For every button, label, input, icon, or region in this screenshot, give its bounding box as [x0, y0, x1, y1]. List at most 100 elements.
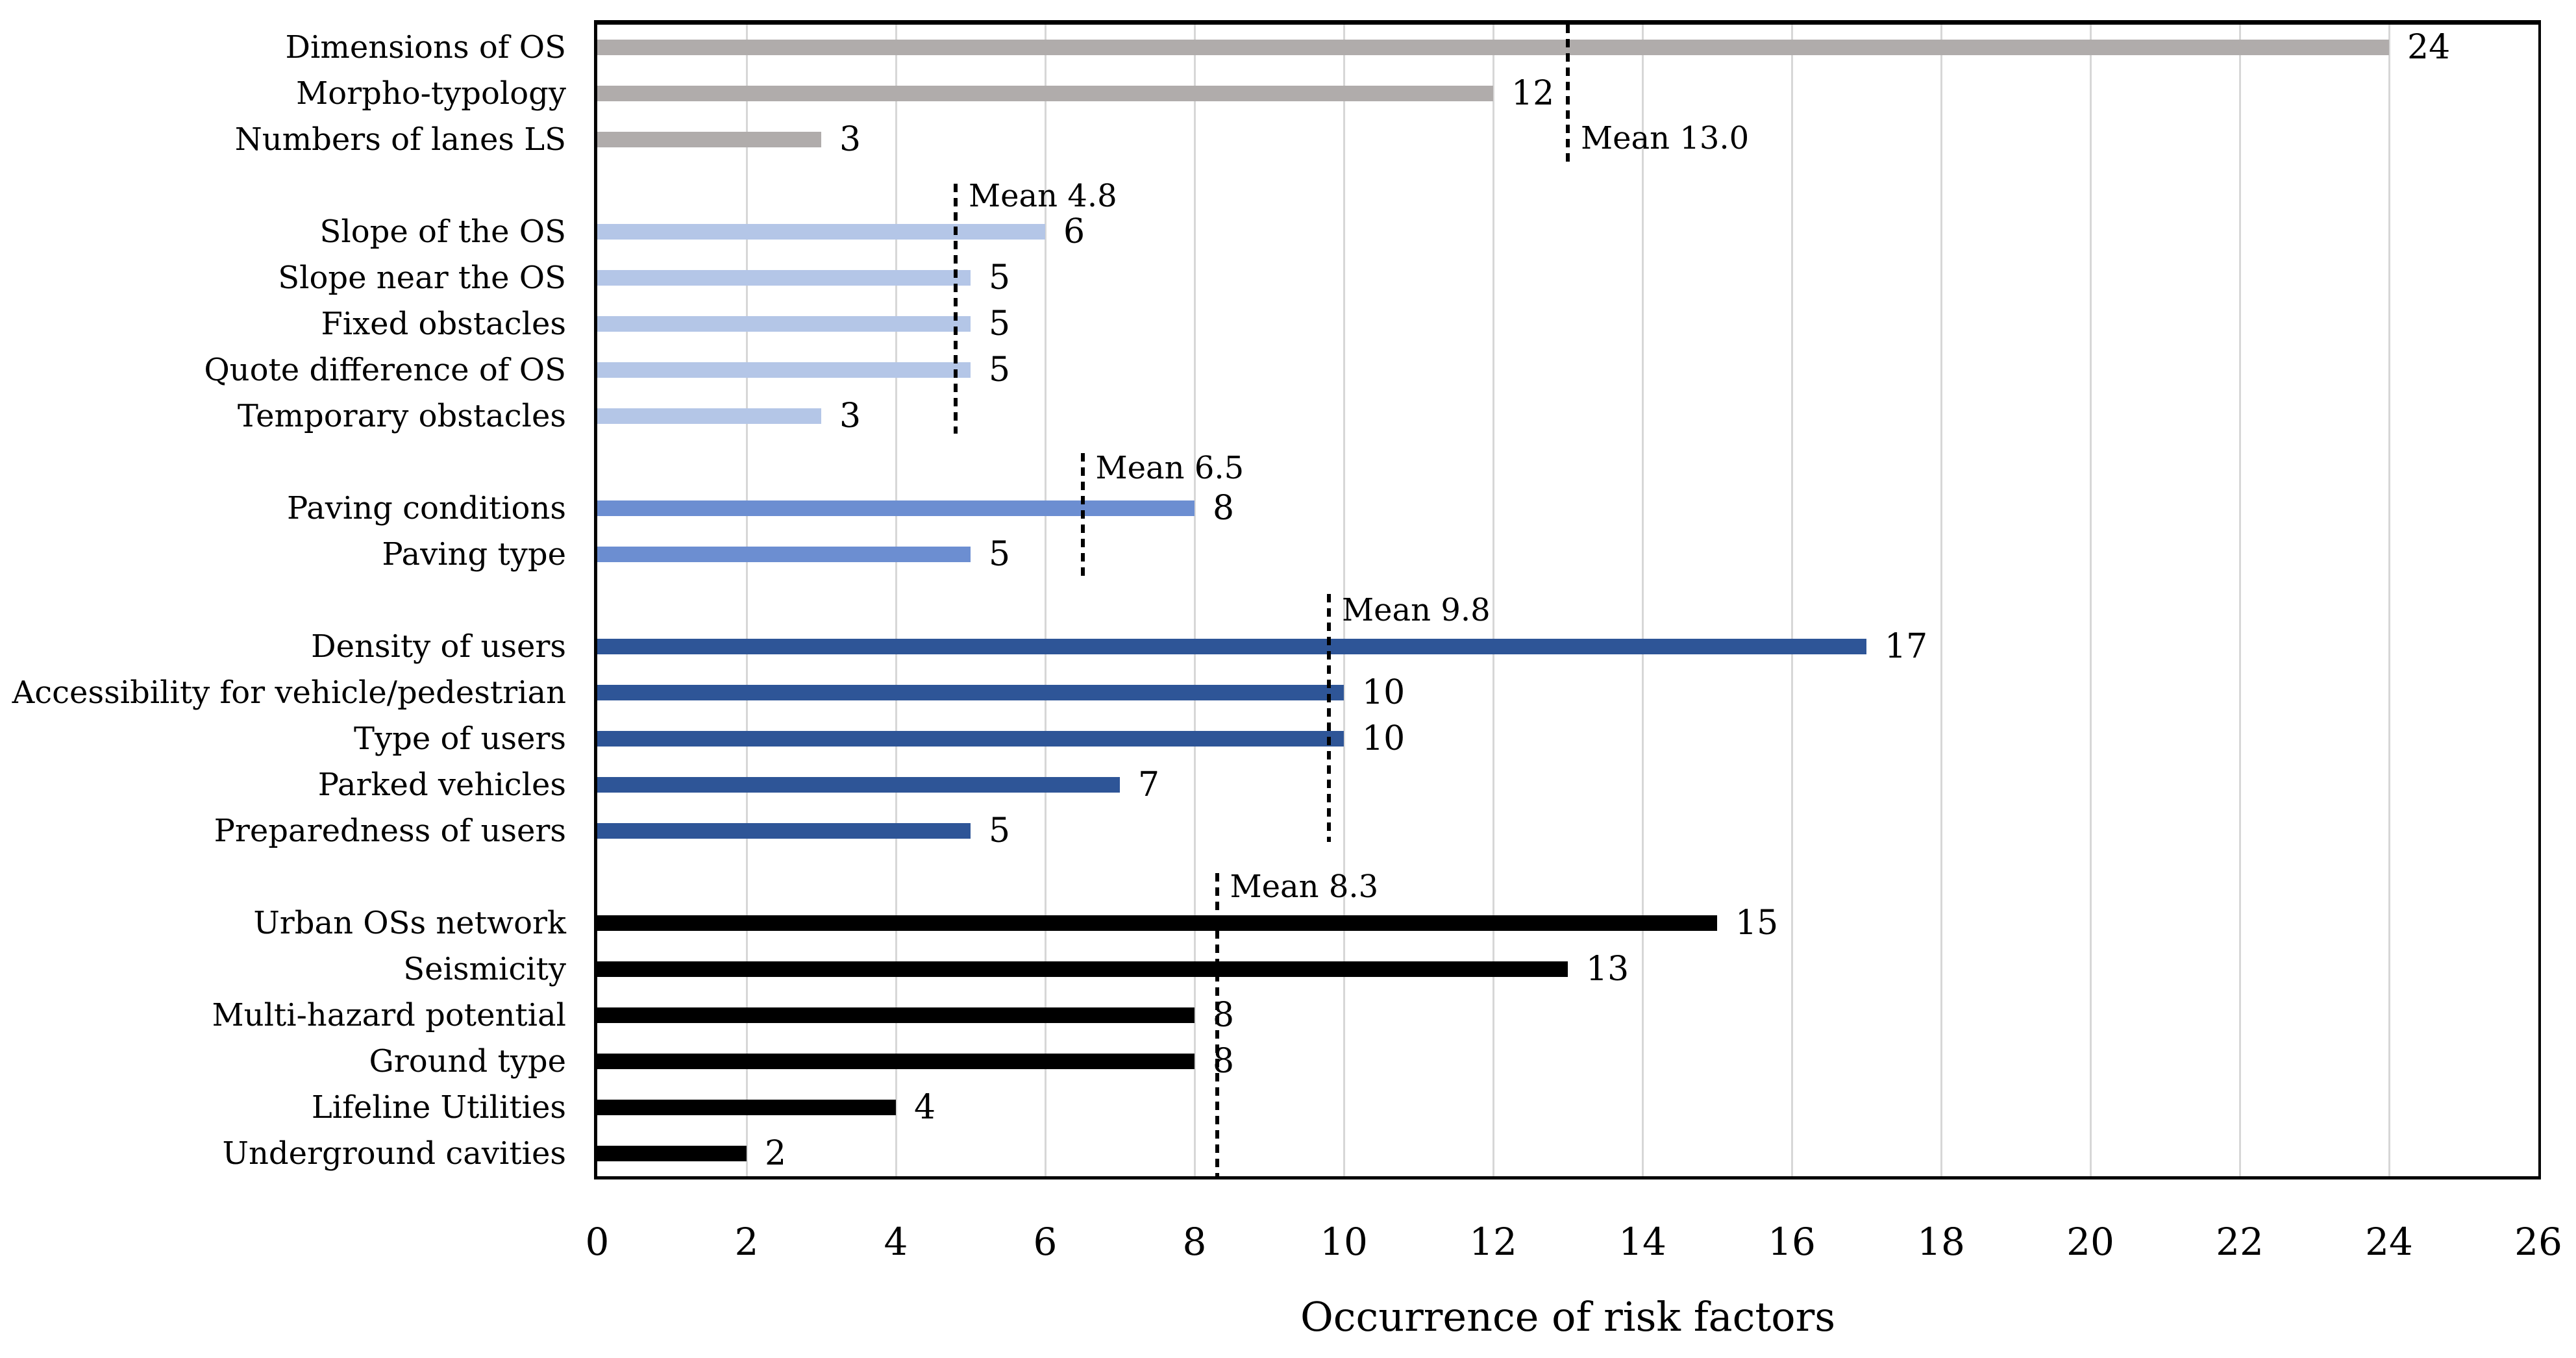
bar-value-label: 10 [1362, 673, 1406, 712]
bar [597, 224, 1045, 240]
bar-value-label: 17 [1885, 627, 1928, 666]
gridline [2090, 25, 2092, 1176]
category-label: Parked vehicles [317, 767, 566, 803]
bar [597, 731, 1344, 747]
x-tick-label: 20 [2066, 1220, 2114, 1264]
bar [597, 316, 971, 332]
bar-value-label: 10 [1362, 719, 1406, 758]
plot-area: 24 12 3 Mean 13.0 6 5 5 5 3 Mean 4.8 8 5 Mean 6.5 17 1… [594, 20, 2541, 1179]
bar-value-label: 15 [1735, 904, 1779, 943]
gridline [1343, 25, 1345, 1176]
bar-value-label: 3 [839, 120, 861, 159]
x-tick-label: 22 [2216, 1220, 2264, 1264]
mean-label: Mean 9.8 [1342, 592, 1491, 628]
bar [597, 685, 1344, 700]
bar-value-label: 5 [989, 535, 1011, 574]
gridline [1791, 25, 1793, 1176]
bar [597, 639, 1866, 654]
bar [597, 362, 971, 378]
bar [597, 270, 971, 286]
bar [597, 1100, 896, 1115]
x-tick-label: 6 [1033, 1220, 1058, 1264]
bar [597, 823, 971, 839]
x-tick-label: 14 [1618, 1220, 1666, 1264]
bar-value-label: 3 [839, 397, 861, 436]
bar [597, 132, 821, 147]
bar-value-label: 2 [765, 1134, 787, 1173]
category-label: Paving type [382, 536, 566, 573]
gridline [2388, 25, 2390, 1176]
category-label: Fixed obstacles [321, 306, 566, 342]
mean-line [1080, 453, 1085, 580]
bar [597, 500, 1195, 516]
category-label: Numbers of lanes LS [234, 121, 566, 158]
bar-value-label: 6 [1063, 212, 1085, 251]
category-label: Slope near the OS [278, 260, 566, 296]
bar-value-label: 5 [989, 811, 1011, 850]
gridline [1642, 25, 1644, 1176]
x-tick-label: 12 [1469, 1220, 1517, 1264]
x-tick-label: 26 [2514, 1220, 2562, 1264]
bar [597, 408, 821, 424]
bar [597, 547, 971, 562]
gridline [1492, 25, 1494, 1176]
mean-line [1215, 873, 1219, 1176]
mean-line [1327, 594, 1331, 842]
category-label: Morpho-typology [296, 75, 566, 112]
bar-value-label: 5 [989, 351, 1011, 389]
category-label: Underground cavities [222, 1135, 566, 1172]
x-tick-label: 4 [884, 1220, 908, 1264]
category-label: Urban OSs network [253, 905, 566, 941]
bar [597, 40, 2389, 55]
bar [597, 915, 1717, 931]
mean-line [1566, 25, 1570, 164]
x-tick-label: 0 [585, 1220, 610, 1264]
bar [597, 1054, 1195, 1069]
category-label: Accessibility for vehicle/pedestrian [12, 674, 566, 711]
x-tick-label: 10 [1320, 1220, 1368, 1264]
category-label: Temporary obstacles [237, 398, 566, 434]
gridline [746, 25, 748, 1176]
x-axis-title: Occurrence of risk factors [1300, 1293, 1836, 1340]
bar [597, 1007, 1195, 1023]
category-label: Slope of the OS [319, 214, 566, 250]
bar [597, 1146, 747, 1161]
bar-value-label: 13 [1586, 950, 1629, 989]
bar-value-label: 5 [989, 258, 1011, 297]
bar-value-label: 4 [914, 1088, 936, 1127]
bar [597, 961, 1568, 977]
category-label: Dimensions of OS [285, 29, 566, 66]
bar-value-label: 24 [2407, 28, 2451, 67]
x-tick-label: 24 [2365, 1220, 2413, 1264]
mean-label: Mean 8.3 [1230, 869, 1379, 905]
category-label: Paving conditions [287, 490, 566, 526]
gridline [1940, 25, 1942, 1176]
bar [597, 86, 1493, 101]
mean-line [954, 184, 958, 434]
mean-label: Mean 4.8 [969, 178, 1117, 214]
category-label: Preparedness of users [214, 813, 566, 849]
bar-value-label: 8 [1213, 489, 1235, 528]
category-label: Density of users [311, 628, 566, 665]
gridline [895, 25, 897, 1176]
gridline [1045, 25, 1046, 1176]
bar-value-label: 12 [1511, 74, 1555, 113]
bar [597, 777, 1120, 793]
x-tick-label: 8 [1182, 1220, 1207, 1264]
category-label: Quote difference of OS [204, 352, 566, 388]
mean-label: Mean 13.0 [1581, 120, 1750, 156]
bar-value-label: 7 [1138, 765, 1160, 804]
bar-value-label: 5 [989, 304, 1011, 343]
x-tick-label: 16 [1768, 1220, 1816, 1264]
x-tick-label: 2 [734, 1220, 759, 1264]
category-label: Multi-hazard potential [212, 997, 566, 1033]
x-tick-label: 18 [1917, 1220, 1965, 1264]
category-label: Ground type [369, 1043, 566, 1080]
category-label: Seismicity [403, 951, 566, 987]
category-label: Type of users [354, 721, 566, 757]
mean-label: Mean 6.5 [1095, 450, 1245, 486]
gridline [2239, 25, 2241, 1176]
category-label: Lifeline Utilities [311, 1089, 566, 1126]
gridline [1194, 25, 1196, 1176]
